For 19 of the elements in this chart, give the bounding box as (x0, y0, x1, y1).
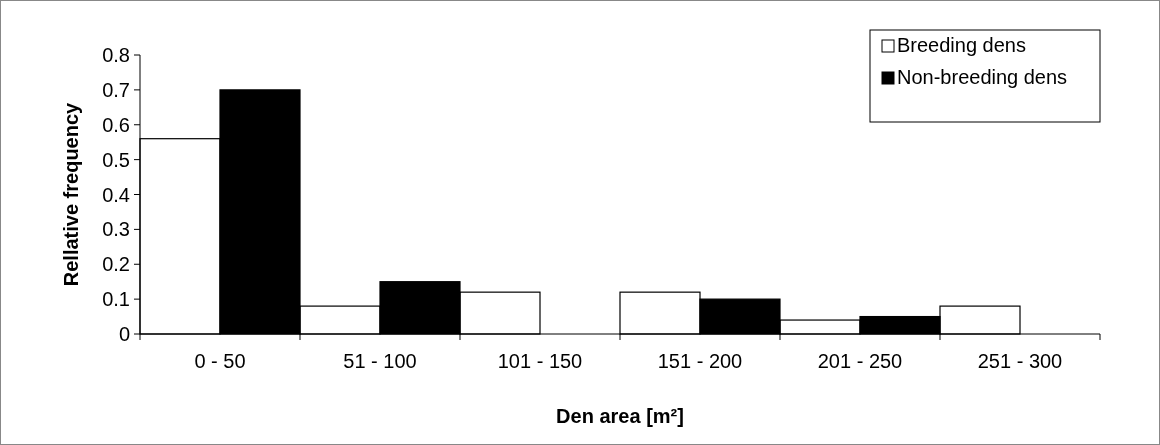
y-tick-label: 0.2 (102, 253, 130, 276)
legend-label: Non-breeding dens (897, 66, 1068, 88)
y-tick-label: 0.8 (102, 44, 130, 66)
x-tick-label: 101 - 150 (497, 350, 583, 372)
y-axis-title: Rellative frequency (60, 101, 82, 287)
y-tick-label: 0.6 (102, 113, 130, 136)
y-tick-label: 0.4 (102, 183, 130, 206)
x-tick-label: 51 - 100 (343, 350, 417, 372)
y-tick-label: 0.1 (102, 288, 130, 311)
x-tick-label: 0 - 50 (194, 350, 246, 372)
x-tick-label: 251 - 300 (977, 350, 1063, 372)
y-tick-label: 0.3 (102, 218, 130, 241)
x-axis-title: Den area [m²] (556, 405, 684, 427)
y-tick-label: 0.5 (102, 148, 130, 171)
y-tick-label: 0 (118, 323, 130, 345)
x-tick-label: 151 - 200 (657, 350, 743, 372)
x-tick-label: 201 - 250 (817, 350, 903, 372)
y-tick-label: 0.7 (102, 78, 130, 101)
legend-label: Breeding dens (897, 34, 1026, 56)
